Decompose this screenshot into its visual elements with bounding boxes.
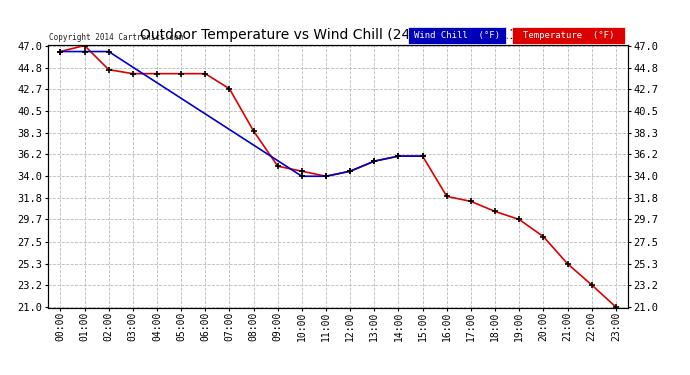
Text: Temperature  (°F): Temperature (°F) — [523, 31, 614, 40]
Text: Copyright 2014 Cartronics.com: Copyright 2014 Cartronics.com — [50, 33, 184, 42]
Title: Outdoor Temperature vs Wind Chill (24 Hours) 20141130: Outdoor Temperature vs Wind Chill (24 Ho… — [141, 28, 535, 42]
FancyBboxPatch shape — [512, 27, 625, 44]
FancyBboxPatch shape — [408, 27, 506, 44]
Text: Wind Chill  (°F): Wind Chill (°F) — [414, 31, 500, 40]
